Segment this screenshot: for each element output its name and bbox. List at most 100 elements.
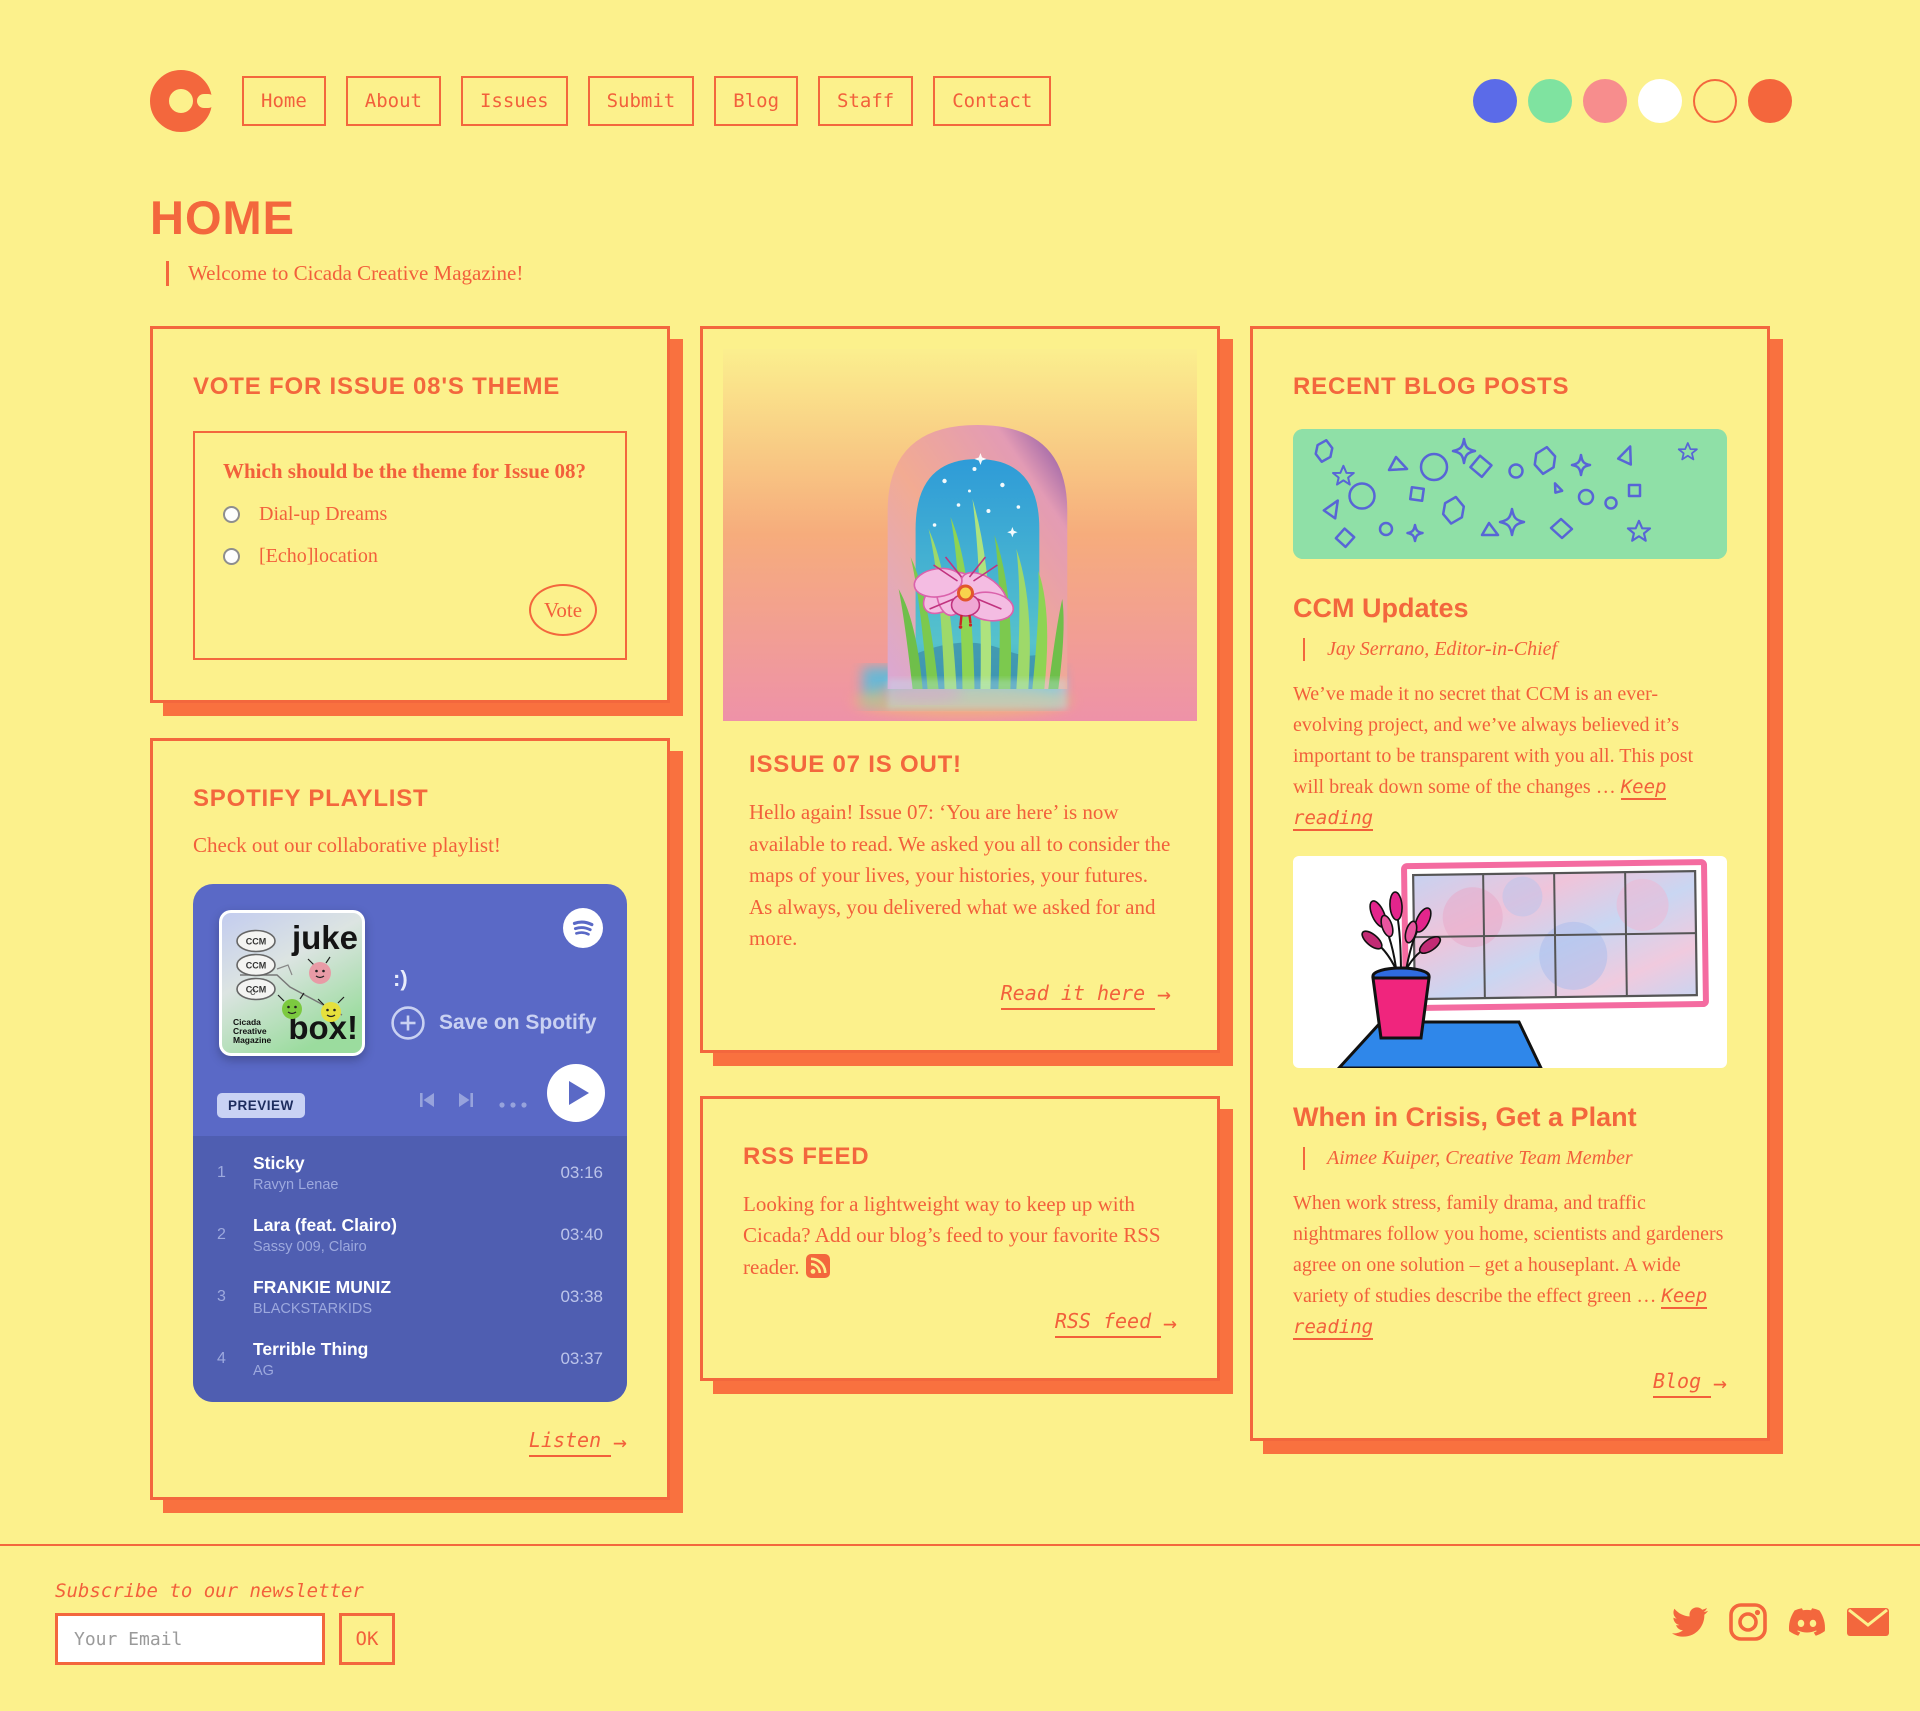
arrow-right-icon: → [1163,1310,1177,1337]
issue-card-title: ISSUE 07 IS OUT! [749,751,962,778]
plus-circle-icon [391,1006,425,1040]
rss-icon[interactable] [805,1253,830,1278]
discord-icon[interactable] [1784,1604,1830,1640]
theme-color-picker [1473,79,1792,123]
issue-card-body: Hello again! Issue 07: ‘You are here’ is… [749,800,1171,950]
spotify-card: SPOTIFY PLAYLIST Check out our collabora… [150,738,670,1500]
issue-07-cover-art [723,349,1197,721]
column-left: VOTE FOR ISSUE 08'S THEME Which should b… [150,326,670,1500]
track-duration: 03:40 [560,1225,603,1244]
newsletter-label: Subscribe to our newsletter [55,1580,364,1602]
track-duration: 03:16 [560,1163,603,1182]
track-row[interactable]: 1 Sticky Ravyn Lenae 03:16 [217,1142,603,1204]
nav-item-staff[interactable]: Staff [818,76,914,126]
keep-reading-link[interactable]: Keep reading [1293,776,1667,831]
nav-item-submit[interactable]: Submit [587,76,695,126]
column-middle: ISSUE 07 IS OUT! Hello again! Issue 07: … [700,326,1220,1381]
album-art-illustration: CCM CCM CCM juke box! [222,913,362,1053]
theme-swatch-pink[interactable] [1583,79,1627,123]
arrow-right-icon: → [1713,1370,1727,1397]
track-number: 4 [217,1350,226,1367]
rss-card: RSS FEED Looking for a lightweight way t… [700,1095,1220,1381]
track-title: Terrible Thing [253,1339,369,1359]
spotify-logo-icon[interactable] [563,908,603,948]
blog-post-title[interactable]: When in Crisis, Get a Plant [1293,1102,1637,1132]
next-track-icon[interactable] [455,1088,479,1112]
nav-item-issues[interactable]: Issues [460,76,568,126]
track-row[interactable]: 4 Terrible Thing AG 03:37 [217,1328,603,1390]
theme-swatch-green[interactable] [1528,79,1572,123]
radio-dial-up-dreams[interactable] [223,506,240,523]
welcome-message: Welcome to Cicada Creative Magazine! [166,261,1772,286]
read-it-here-link[interactable]: Read it here → [1000,980,1171,1010]
track-number: 3 [217,1288,226,1305]
top-navigation: Home About Issues Submit Blog Staff Cont… [0,0,1920,132]
track-row[interactable]: 3 FRANKIE MUNIZ BLACKSTARKIDS 03:38 [217,1266,603,1328]
newsletter-ok-button[interactable]: OK [339,1613,395,1665]
theme-swatch-orange[interactable] [1748,79,1792,123]
twitter-icon[interactable] [1668,1604,1712,1640]
radio-echolocation[interactable] [223,548,240,565]
player-controls [414,1064,605,1122]
rss-feed-link[interactable]: RSS feed → [1054,1309,1177,1338]
nav-item-blog[interactable]: Blog [714,76,799,126]
playlist-title[interactable]: :) [393,966,408,991]
track-duration: 03:37 [560,1349,603,1368]
page-title: HOME [150,191,295,244]
nav-item-contact[interactable]: Contact [933,76,1052,126]
save-on-spotify-button[interactable]: Save on Spotify [391,1006,597,1040]
social-links [1668,1602,1890,1642]
play-button[interactable] [547,1064,605,1122]
nav-item-about[interactable]: About [345,76,441,126]
email-input[interactable] [55,1613,325,1665]
track-artist: Sassy 009, Clairo [253,1239,367,1255]
svg-text:Cicada: Cicada [233,1017,261,1027]
blog-link[interactable]: Blog → [1652,1369,1727,1398]
svg-text:CCM: CCM [246,961,267,971]
svg-text:CCM: CCM [246,985,267,995]
track-title: Sticky [253,1153,305,1173]
vote-option-row: Dial-up Dreams [223,503,597,526]
theme-swatch-white[interactable] [1638,79,1682,123]
more-options-icon[interactable] [496,1088,530,1112]
blog-card-title: RECENT BLOG POSTS [1293,373,1570,400]
theme-swatch-blue[interactable] [1473,79,1517,123]
page: Home About Issues Submit Blog Staff Cont… [0,0,1920,1665]
instagram-icon[interactable] [1728,1602,1768,1642]
vote-form: Which should be the theme for Issue 08? … [193,431,627,660]
track-artist: Ravyn Lenae [253,1177,339,1193]
blog-post-title[interactable]: CCM Updates [1293,593,1469,623]
nav-item-home[interactable]: Home [242,76,326,126]
orchid-flower [913,556,1015,629]
previous-track-icon[interactable] [414,1088,438,1112]
keep-reading-link[interactable]: Keep reading [1293,1285,1708,1340]
track-row[interactable]: 2 Lara (feat. Clairo) Sassy 009, Clairo … [217,1204,603,1266]
ccm-logo[interactable] [150,70,215,132]
rss-card-body: Looking for a lightweight way to keep up… [743,1191,1161,1279]
track-title: Lara (feat. Clairo) [253,1215,397,1235]
blog-post-plant-illustration [1293,856,1727,1068]
vote-button[interactable]: Vote [529,584,597,636]
blog-banner-shapes [1293,429,1727,559]
email-icon[interactable] [1846,1605,1890,1639]
vote-card: VOTE FOR ISSUE 08'S THEME Which should b… [150,326,670,703]
main-content: HOME Welcome to Cicada Creative Magazine… [0,190,1920,1500]
blog-post-excerpt: We’ve made it no secret that CCM is an e… [1293,683,1694,831]
main-nav: Home About Issues Submit Blog Staff Cont… [242,76,1052,126]
vote-option-row: [Echo]location [223,545,597,568]
vote-option-label: Dial-up Dreams [259,503,388,525]
album-art[interactable]: CCM CCM CCM juke box! [219,910,365,1056]
track-duration: 03:38 [560,1287,603,1306]
arrow-right-icon: → [1157,982,1171,1008]
album-word-top: juke [291,919,358,956]
logo-ring [150,70,212,132]
blog-post-author: Jay Serrano, Editor-in-Chief [1303,638,1727,661]
preview-badge: PREVIEW [217,1093,305,1118]
track-number: 1 [217,1164,226,1181]
spotify-card-title: SPOTIFY PLAYLIST [193,785,429,812]
play-icon [569,1081,589,1105]
blog-post-author: Aimee Kuiper, Creative Team Member [1303,1147,1727,1170]
theme-swatch-outline[interactable] [1693,79,1737,123]
save-on-spotify-label: Save on Spotify [439,1011,597,1034]
listen-link[interactable]: Listen → [528,1428,627,1457]
